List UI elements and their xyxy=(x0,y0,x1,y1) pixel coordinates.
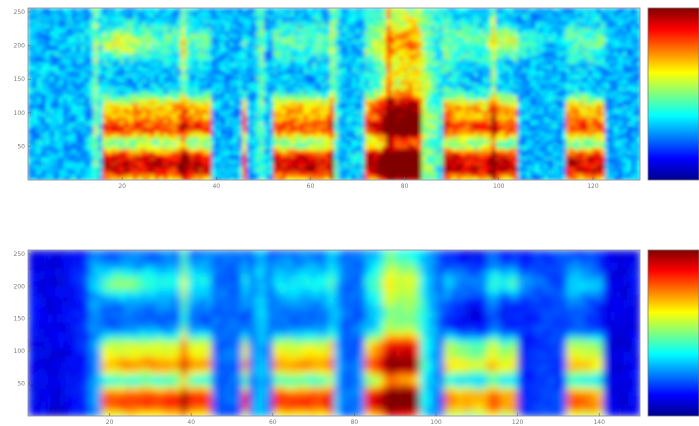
x-tick-label: 100 xyxy=(493,183,505,190)
y-tick-label: 150 xyxy=(14,316,26,323)
spectrogram-panel-2: 20 40 60 80 100 120 140 50 100 150 200 250 xyxy=(14,249,641,426)
x-tick-label: 120 xyxy=(587,183,599,190)
y-tick-label: 250 xyxy=(14,251,26,258)
y-tick-label: 100 xyxy=(14,110,26,117)
y-tick-label: 200 xyxy=(14,283,26,290)
y-tick-label: 50 xyxy=(17,143,25,150)
y-tick-label: 150 xyxy=(14,76,26,83)
x-tick-label: 140 xyxy=(593,419,605,426)
colorbar-2 xyxy=(647,249,699,417)
x-tick-label: 40 xyxy=(187,419,195,426)
colorbar-1 xyxy=(647,7,699,181)
colorbar-1-gradient xyxy=(648,8,699,180)
x-tick-label: 80 xyxy=(401,183,409,190)
x-tick-label: 120 xyxy=(512,419,524,426)
x-tick-label: 80 xyxy=(351,419,359,426)
y-tick-label: 200 xyxy=(14,43,26,50)
x-axis-ticks-2: 20 40 60 80 100 120 140 xyxy=(106,413,605,426)
x-tick-label: 20 xyxy=(106,419,114,426)
y-tick-label: 50 xyxy=(17,381,25,388)
x-axis-ticks-1: 20 40 60 80 100 120 xyxy=(118,177,599,190)
y-axis-ticks-1: 50 100 150 200 250 xyxy=(14,9,31,150)
y-tick-label: 100 xyxy=(14,348,26,355)
heatmap-2 xyxy=(28,250,640,416)
colorbar-2-gradient xyxy=(648,250,699,416)
colorbar-2-frame xyxy=(647,249,699,417)
plot-frame-2 xyxy=(27,249,641,417)
plot-frame-1 xyxy=(27,7,641,181)
x-tick-label: 20 xyxy=(118,183,126,190)
spectrogram-panel-1: 20 40 60 80 100 120 50 100 150 200 250 xyxy=(14,7,641,190)
y-tick-label: 250 xyxy=(14,9,26,16)
x-tick-label: 100 xyxy=(430,419,442,426)
x-tick-label: 60 xyxy=(269,419,277,426)
x-tick-label: 60 xyxy=(307,183,315,190)
colorbar-1-frame xyxy=(647,7,699,181)
y-axis-ticks-2: 50 100 150 200 250 xyxy=(14,251,31,388)
x-tick-label: 40 xyxy=(212,183,220,190)
heatmap-1 xyxy=(28,8,640,180)
